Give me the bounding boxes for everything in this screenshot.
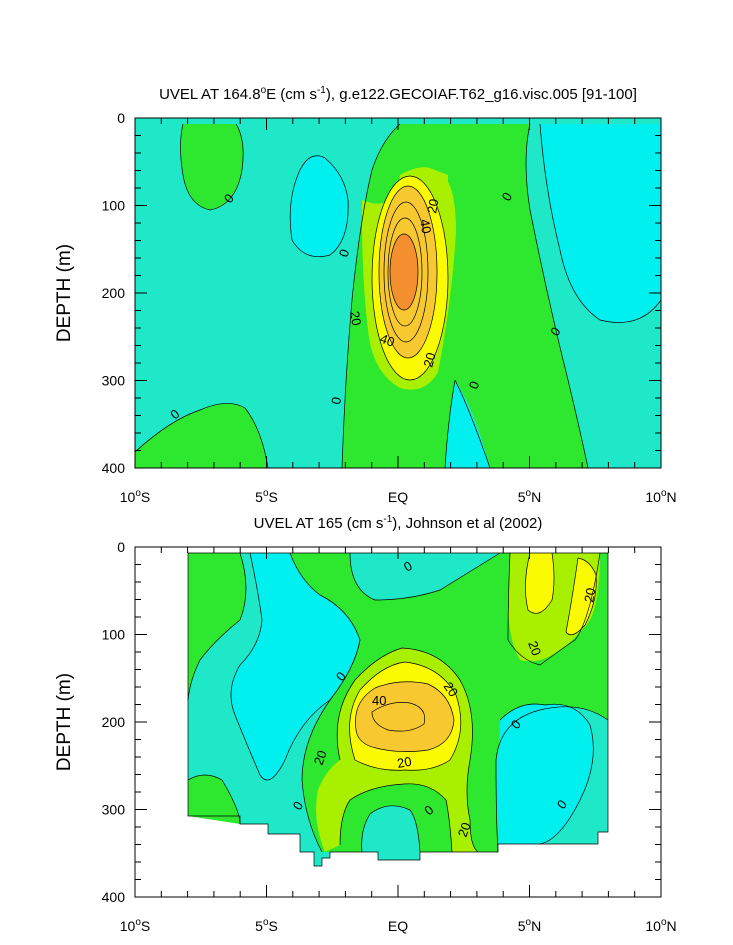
panel-1-contour-field	[135, 118, 661, 468]
p2-fill-yellow-east-b	[566, 558, 597, 635]
p2-clabel-20-e: 20	[396, 754, 413, 771]
x-tick-label: 5oN	[518, 488, 541, 505]
x-tick-label: 10oN	[645, 917, 676, 934]
p1-fill-cyan-se-tongue	[445, 380, 490, 468]
x-tick-label: 10oS	[120, 917, 150, 934]
y-tick-label: 300	[102, 373, 126, 389]
p2-clabel-20-f: 20	[455, 820, 474, 839]
p1-contour-lines	[135, 123, 661, 468]
panel-2-ylabel: DEPTH (m)	[54, 673, 75, 771]
p1-clabel-0-e: 0	[328, 396, 344, 406]
panel-1-contour-labels: 0 0 0 0 0 0 0 20 20 20 40 40	[167, 190, 563, 423]
model-uvel-panel: UVEL AT 164.8oE (cm s-1), g.e122.GECOIAF…	[54, 85, 677, 505]
p1-clabel-0-f: 0	[466, 379, 483, 391]
y-tick-label: 200	[102, 285, 126, 301]
y-tick-label: 400	[102, 889, 126, 905]
p1-fill-orange-core	[390, 234, 418, 310]
p1-clabel-20-a: 20	[424, 198, 441, 215]
panel-2-axes: 0 100 200 300 400 10oS 5oS EQ 5oN 10oN	[102, 539, 677, 934]
p1-fill-cyan-east-pool	[540, 124, 661, 323]
p1-fill-green-nw-patch	[180, 124, 244, 210]
y-tick-label: 0	[117, 110, 125, 126]
p2-clabel-40: 40	[372, 693, 386, 708]
y-tick-label: 100	[102, 627, 126, 643]
x-tick-label: 5oN	[518, 917, 541, 934]
observed-uvel-panel: UVEL AT 165 (cm s-1), Johnson et al (200…	[54, 514, 677, 934]
p1-clabel-0-b: 0	[336, 247, 353, 259]
y-tick-label: 400	[102, 460, 126, 476]
x-tick-label: 5oS	[255, 488, 278, 505]
p2-fill-gold-core	[355, 681, 454, 752]
p1-clabel-20-c: 20	[420, 351, 438, 369]
p1-fill-green-sw-patch	[135, 403, 268, 468]
panel-2-title: UVEL AT 165 (cm s-1), Johnson et al (200…	[254, 514, 543, 532]
y-tick-label: 300	[102, 802, 126, 818]
panel-1-title: UVEL AT 164.8oE (cm s-1), g.e122.GECOIAF…	[159, 85, 637, 103]
p2-contour-lines	[187, 552, 609, 867]
panel-1-ylabel: DEPTH (m)	[54, 244, 75, 342]
p2-fill-cyan-east	[498, 704, 594, 844]
y-tick-label: 200	[102, 714, 126, 730]
p2-fill-green-sw-shell	[188, 775, 240, 824]
p1-clabel-40-a: 40	[417, 218, 434, 235]
p2-clabel-20-c: 20	[441, 679, 462, 699]
p1-clabel-20-b: 20	[347, 310, 364, 327]
x-tick-label: EQ	[388, 918, 408, 934]
y-tick-label: 100	[102, 198, 126, 214]
p1-clabel-40-b: 40	[378, 331, 397, 350]
x-tick-label: 10oN	[645, 488, 676, 505]
y-tick-label: 0	[117, 539, 125, 555]
p2-fill-cyan-west	[231, 553, 360, 780]
p2-clabel-20-d: 20	[311, 748, 330, 767]
x-tick-label: 5oS	[255, 917, 278, 934]
p2-clabel-20-a: 20	[581, 587, 598, 604]
p2-clabel-20-b: 20	[525, 639, 544, 658]
panel-2-contour-field	[187, 552, 609, 867]
x-tick-label: EQ	[388, 489, 408, 505]
p1-fill-cyan-west-pool	[290, 155, 349, 257]
x-tick-label: 10oS	[120, 488, 150, 505]
p2-fill-yellow-east-a	[525, 553, 554, 614]
p2-fill-green-west-shell	[188, 553, 246, 700]
